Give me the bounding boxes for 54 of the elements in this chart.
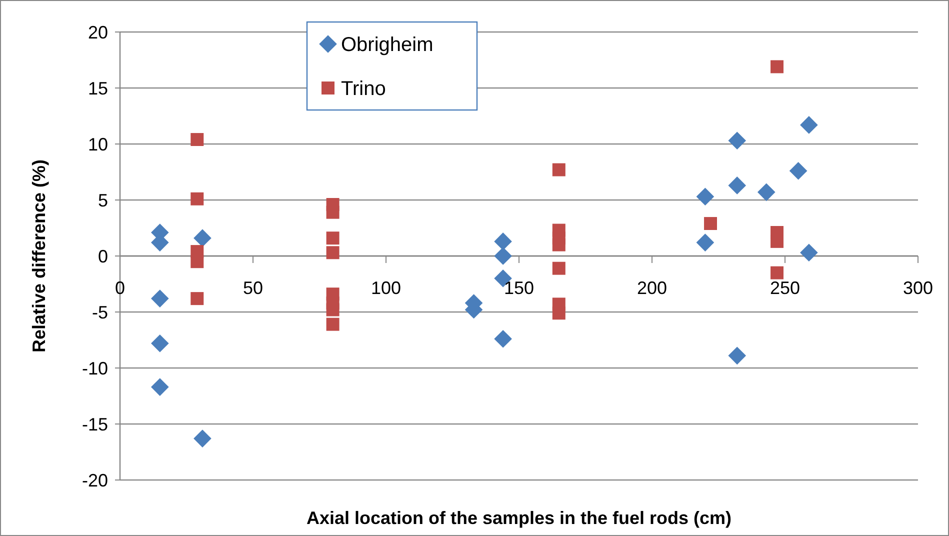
point [770, 60, 784, 74]
x-tick-label: 300 [902, 278, 934, 298]
y-tick-label: -5 [92, 302, 108, 322]
point [728, 346, 746, 365]
x-axis-title: Axial location of the samples in the fuel rods (cm) [306, 508, 732, 528]
point [552, 163, 566, 176]
point [728, 176, 746, 194]
point [326, 246, 340, 260]
legend-label: Trino [341, 78, 386, 100]
point [552, 262, 566, 275]
point [696, 188, 714, 206]
x-tick-label: 250 [770, 278, 800, 298]
point [552, 238, 566, 252]
point [326, 206, 340, 219]
point [190, 133, 204, 146]
y-tick-label: 10 [88, 134, 108, 154]
point [326, 318, 340, 331]
y-tick-label: -20 [82, 470, 108, 490]
y-tick-label: 20 [88, 22, 108, 42]
point [194, 229, 212, 247]
y-tick-label: 15 [88, 78, 108, 98]
point [757, 183, 776, 202]
point [150, 334, 169, 352]
point [800, 116, 818, 134]
point [552, 306, 566, 320]
x-tick-label: 50 [242, 278, 264, 298]
y-tick-label: 0 [98, 246, 108, 266]
x-tick-label: 200 [636, 278, 668, 298]
point [770, 234, 784, 248]
point [728, 132, 746, 150]
x-tick-label: 150 [504, 278, 534, 298]
point [770, 266, 784, 280]
point [150, 290, 169, 308]
point [150, 378, 169, 396]
x-tick-label: 100 [370, 278, 402, 298]
y-tick-label: -10 [82, 358, 108, 378]
point [494, 330, 512, 348]
point [194, 430, 212, 448]
point [789, 162, 808, 180]
point [190, 292, 204, 306]
point [800, 244, 818, 262]
point [494, 232, 512, 250]
legend-label: Obrigheim [341, 34, 434, 56]
point [326, 232, 340, 245]
point [326, 303, 340, 316]
x-tick-label: 0 [114, 278, 126, 298]
point [704, 217, 718, 230]
point [696, 234, 714, 252]
point [190, 192, 204, 206]
point [494, 247, 512, 265]
y-tick-label: 5 [98, 190, 108, 210]
point [190, 255, 204, 268]
y-axis-title: Relative difference (%) [29, 159, 49, 353]
y-tick-label: -15 [82, 414, 108, 434]
